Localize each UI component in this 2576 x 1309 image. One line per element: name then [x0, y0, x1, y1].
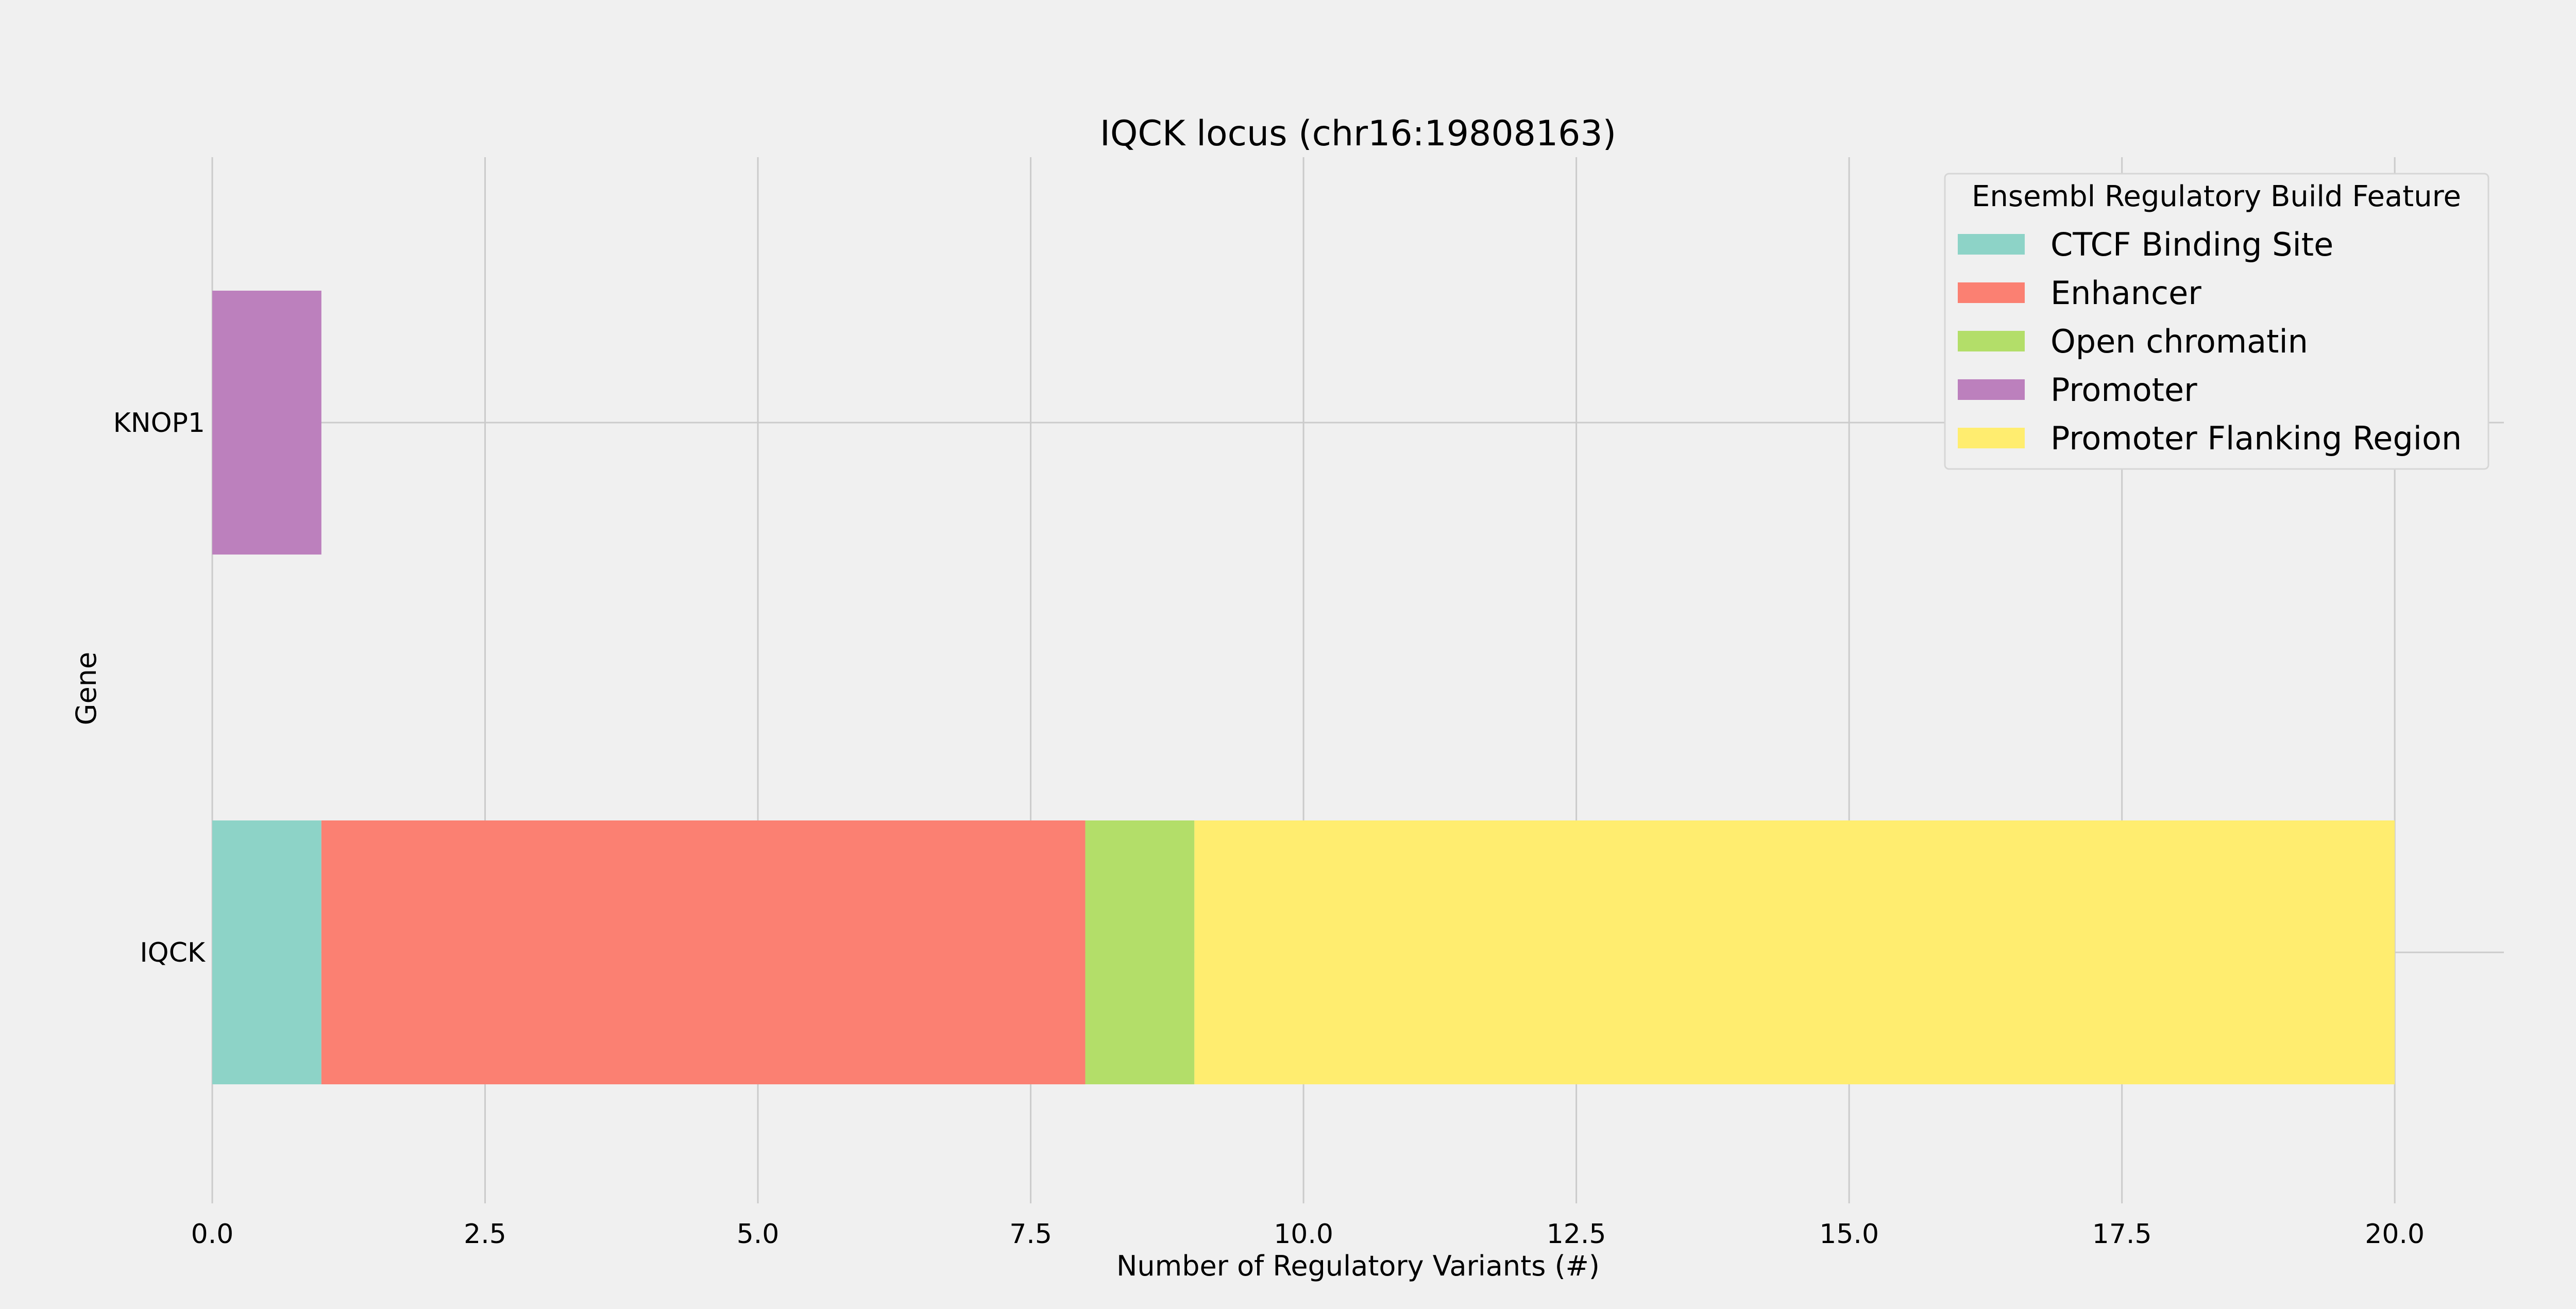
x-axis-label: Number of Regulatory Variants (#)	[1116, 1250, 1600, 1282]
y-tick-label-iqck: IQCK	[140, 937, 206, 968]
x-tick-label: 17.5	[2092, 1219, 2152, 1250]
legend-title: Ensembl Regulatory Build Feature	[1972, 180, 2461, 213]
bar-knop1-promoter	[212, 291, 321, 555]
y-axis-label: Gene	[70, 652, 103, 726]
legend-label-ctcf-binding-site: CTCF Binding Site	[2050, 226, 2333, 263]
legend-swatch-open-chromatin	[1958, 331, 2025, 351]
bar-iqck-open-chromatin	[1085, 820, 1195, 1084]
legend-label-promoter-flanking-region: Promoter Flanking Region	[2050, 419, 2462, 457]
x-tick-label: 12.5	[1547, 1219, 1606, 1250]
x-tick-label: 5.0	[737, 1219, 779, 1250]
legend-swatch-ctcf-binding-site	[1958, 234, 2025, 255]
y-tick-label-knop1: KNOP1	[113, 408, 205, 439]
x-tick-label: 2.5	[464, 1219, 506, 1250]
x-tick-label: 0.0	[191, 1219, 234, 1250]
x-tick-label: 20.0	[2365, 1219, 2425, 1250]
legend-items: CTCF Binding Site Enhancer Open chromatin P…	[1958, 226, 2462, 457]
legend-frame	[1944, 173, 2489, 470]
x-tick-label: 10.0	[1274, 1219, 1333, 1250]
bars	[212, 291, 2395, 1084]
legend-label-open-chromatin: Open chromatin	[2050, 323, 2308, 360]
chart-title: IQCK locus (chr16:19808163)	[1100, 113, 1616, 154]
legend-swatch-enhancer	[1958, 282, 2025, 303]
legend-label-enhancer: Enhancer	[2050, 274, 2201, 312]
x-tick-label: 7.5	[1009, 1219, 1052, 1250]
legend-label-promoter: Promoter	[2050, 371, 2197, 409]
legend-swatch-promoter-flanking-region	[1958, 428, 2025, 448]
x-tick-label: 15.0	[1819, 1219, 1879, 1250]
legend: Ensembl Regulatory Build Feature CTCF Bi…	[1944, 173, 2489, 470]
ticks: 0.0 2.5 5.0 7.5 10.0 12.5 15.0 17.5 20.0 KNOP1 IQC…	[113, 408, 2425, 1250]
bar-iqck-promoter-flanking-region	[1194, 820, 2395, 1084]
bar-iqck-ctcf-binding-site	[212, 820, 321, 1084]
bar-iqck-enhancer	[321, 820, 1086, 1084]
legend-swatch-promoter	[1958, 379, 2025, 400]
